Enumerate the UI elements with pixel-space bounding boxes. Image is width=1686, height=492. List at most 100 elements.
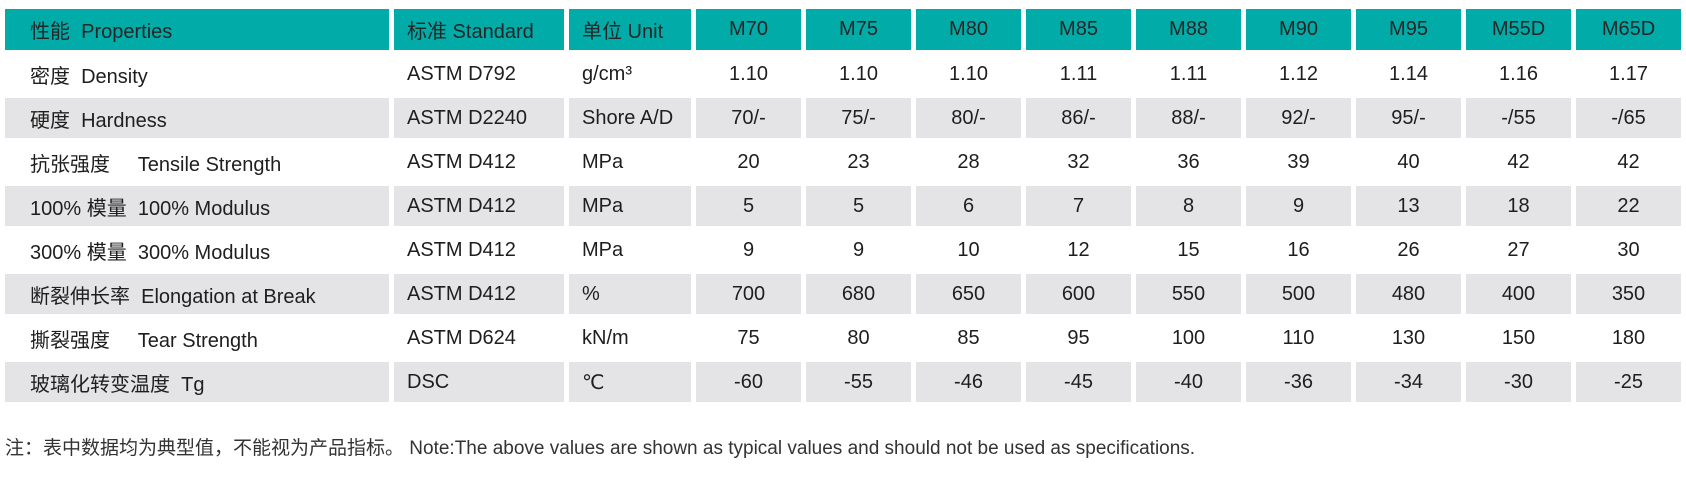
footnote: 注：表中数据均为典型值，不能视为产品指标。 Note:The above val…: [5, 438, 1196, 459]
value-cell: 1.16: [1466, 54, 1571, 94]
col-header-properties: 性能 Properties: [5, 9, 389, 50]
value-cell: 130: [1356, 318, 1461, 358]
value-cell: -45: [1026, 362, 1131, 402]
unit-cell: MPa: [569, 142, 691, 182]
property-cell: 撕裂强度 Tear Strength: [5, 318, 389, 358]
property-cell: 玻璃化转变温度 Tg: [5, 362, 389, 402]
standard-cell: ASTM D624: [394, 318, 564, 358]
table-row: 玻璃化转变温度 Tg DSC ℃ -60 -55 -46 -45 -40 -36 -34 -30 -2…: [5, 362, 1681, 402]
value-cell: 36: [1136, 142, 1241, 182]
datasheet-page: 性能 Properties 标准 Standard 单位 Unit M70 M75…: [0, 5, 1686, 460]
value-cell: 30: [1576, 230, 1681, 270]
unit-cell: kN/m: [569, 318, 691, 358]
value-cell: 480: [1356, 274, 1461, 314]
value-cell: -40: [1136, 362, 1241, 402]
value-cell: 70/-: [696, 98, 801, 138]
standard-cell: ASTM D412: [394, 186, 564, 226]
standard-cell: ASTM D412: [394, 230, 564, 270]
col-header-standard: 标准 Standard: [394, 9, 564, 50]
value-cell: 75: [696, 318, 801, 358]
unit-cell: ℃: [569, 362, 691, 402]
value-cell: 26: [1356, 230, 1461, 270]
value-cell: 15: [1136, 230, 1241, 270]
standard-cell: ASTM D2240: [394, 98, 564, 138]
property-cell: 100% 模量 100% Modulus: [5, 186, 389, 226]
value-cell: 150: [1466, 318, 1571, 358]
col-header-grade: M88: [1136, 9, 1241, 50]
value-cell: 1.10: [696, 54, 801, 94]
value-cell: 23: [806, 142, 911, 182]
value-cell: 550: [1136, 274, 1241, 314]
value-cell: 18: [1466, 186, 1571, 226]
col-header-grade: M70: [696, 9, 801, 50]
material-properties-table: 性能 Properties 标准 Standard 单位 Unit M70 M75…: [0, 5, 1686, 406]
value-cell: 500: [1246, 274, 1351, 314]
col-header-grade: M80: [916, 9, 1021, 50]
col-header-grade: M95: [1356, 9, 1461, 50]
value-cell: 27: [1466, 230, 1571, 270]
value-cell: 9: [806, 230, 911, 270]
value-cell: -30: [1466, 362, 1571, 402]
value-cell: 650: [916, 274, 1021, 314]
standard-cell: ASTM D412: [394, 274, 564, 314]
value-cell: 42: [1466, 142, 1571, 182]
col-header-grade: M90: [1246, 9, 1351, 50]
property-cell: 密度 Density: [5, 54, 389, 94]
value-cell: 12: [1026, 230, 1131, 270]
property-cell: 断裂伸长率 Elongation at Break: [5, 274, 389, 314]
value-cell: 1.11: [1136, 54, 1241, 94]
col-header-grade: M85: [1026, 9, 1131, 50]
value-cell: -/65: [1576, 98, 1681, 138]
table-row: 抗张强度 Tensile Strength ASTM D412 MPa 20 23 28 3…: [5, 142, 1681, 182]
table-row: 300% 模量 300% Modulus ASTM D412 MPa 9 9 10 12 15…: [5, 230, 1681, 270]
table-row: 撕裂强度 Tear Strength ASTM D624 kN/m 75 80 85 95 1…: [5, 318, 1681, 358]
table-row: 断裂伸长率 Elongation at Break ASTM D412% 700 68…: [5, 274, 1681, 314]
col-header-unit: 单位 Unit: [569, 9, 691, 50]
table-row: 密度 Density ASTM D792 g/cm³ 1.10 1.10 1.10 1.11…: [5, 54, 1681, 94]
value-cell: 110: [1246, 318, 1351, 358]
value-cell: 180: [1576, 318, 1681, 358]
value-cell: 16: [1246, 230, 1351, 270]
value-cell: 1.10: [806, 54, 911, 94]
table-body: 密度 Density ASTM D792 g/cm³ 1.10 1.10 1.10 1.11…: [5, 54, 1681, 402]
col-header-grade: M65D: [1576, 9, 1681, 50]
unit-cell: %: [569, 274, 691, 314]
property-cell: 硬度 Hardness: [5, 98, 389, 138]
col-header-grade: M55D: [1466, 9, 1571, 50]
value-cell: 85: [916, 318, 1021, 358]
value-cell: 8: [1136, 186, 1241, 226]
value-cell: 5: [806, 186, 911, 226]
value-cell: 1.10: [916, 54, 1021, 94]
property-cell: 抗张强度 Tensile Strength: [5, 142, 389, 182]
value-cell: 39: [1246, 142, 1351, 182]
value-cell: 1.11: [1026, 54, 1131, 94]
value-cell: 32: [1026, 142, 1131, 182]
value-cell: -/55: [1466, 98, 1571, 138]
standard-cell: ASTM D412: [394, 142, 564, 182]
value-cell: 1.14: [1356, 54, 1461, 94]
unit-cell: MPa: [569, 186, 691, 226]
value-cell: 600: [1026, 274, 1131, 314]
value-cell: 9: [1246, 186, 1351, 226]
value-cell: 22: [1576, 186, 1681, 226]
value-cell: 75/-: [806, 98, 911, 138]
value-cell: 6: [916, 186, 1021, 226]
value-cell: 80/-: [916, 98, 1021, 138]
value-cell: 95: [1026, 318, 1131, 358]
value-cell: 1.12: [1246, 54, 1351, 94]
value-cell: 400: [1466, 274, 1571, 314]
value-cell: 20: [696, 142, 801, 182]
value-cell: -60: [696, 362, 801, 402]
value-cell: 1.17: [1576, 54, 1681, 94]
value-cell: 680: [806, 274, 911, 314]
value-cell: 5: [696, 186, 801, 226]
unit-cell: MPa: [569, 230, 691, 270]
value-cell: -34: [1356, 362, 1461, 402]
value-cell: -25: [1576, 362, 1681, 402]
unit-cell: Shore A/D: [569, 98, 691, 138]
property-cell: 300% 模量 300% Modulus: [5, 230, 389, 270]
value-cell: 40: [1356, 142, 1461, 182]
value-cell: 100: [1136, 318, 1241, 358]
table-header-row: 性能 Properties 标准 Standard 单位 Unit M70 M75…: [5, 9, 1681, 50]
value-cell: 80: [806, 318, 911, 358]
